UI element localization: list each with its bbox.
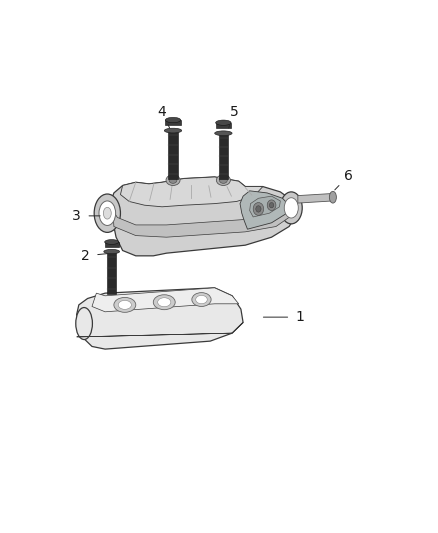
Text: 2: 2 xyxy=(81,249,90,263)
Ellipse shape xyxy=(153,295,175,310)
Ellipse shape xyxy=(118,301,131,309)
Ellipse shape xyxy=(76,308,92,340)
Text: 6: 6 xyxy=(344,169,353,183)
Polygon shape xyxy=(110,177,298,256)
Polygon shape xyxy=(219,133,228,179)
Ellipse shape xyxy=(164,128,182,133)
Ellipse shape xyxy=(219,177,227,183)
Text: 3: 3 xyxy=(72,209,81,223)
Ellipse shape xyxy=(284,198,298,218)
Ellipse shape xyxy=(114,297,136,312)
Polygon shape xyxy=(92,288,239,312)
Ellipse shape xyxy=(329,191,336,203)
Ellipse shape xyxy=(104,249,120,254)
Ellipse shape xyxy=(215,120,231,125)
Ellipse shape xyxy=(165,117,181,123)
Circle shape xyxy=(269,203,274,208)
Polygon shape xyxy=(105,242,119,247)
Ellipse shape xyxy=(166,175,180,185)
Polygon shape xyxy=(215,123,231,128)
Circle shape xyxy=(253,203,264,215)
Circle shape xyxy=(267,200,276,211)
Polygon shape xyxy=(168,131,178,179)
Ellipse shape xyxy=(280,192,302,224)
Ellipse shape xyxy=(215,131,232,135)
Polygon shape xyxy=(107,252,116,294)
Polygon shape xyxy=(165,120,181,125)
Ellipse shape xyxy=(192,293,211,306)
Polygon shape xyxy=(77,288,243,349)
Polygon shape xyxy=(113,208,293,237)
Ellipse shape xyxy=(196,295,207,304)
Polygon shape xyxy=(77,322,243,337)
Ellipse shape xyxy=(158,298,171,306)
Ellipse shape xyxy=(105,239,119,244)
Text: 5: 5 xyxy=(230,105,239,119)
Polygon shape xyxy=(250,196,280,217)
Polygon shape xyxy=(120,177,263,207)
Text: 1: 1 xyxy=(296,310,304,324)
Polygon shape xyxy=(298,193,333,203)
Ellipse shape xyxy=(99,201,116,225)
Text: 4: 4 xyxy=(158,105,166,119)
Ellipse shape xyxy=(103,207,111,219)
Ellipse shape xyxy=(94,194,120,232)
Circle shape xyxy=(256,206,261,212)
Polygon shape xyxy=(240,191,289,229)
Ellipse shape xyxy=(216,175,230,185)
Ellipse shape xyxy=(169,177,177,183)
